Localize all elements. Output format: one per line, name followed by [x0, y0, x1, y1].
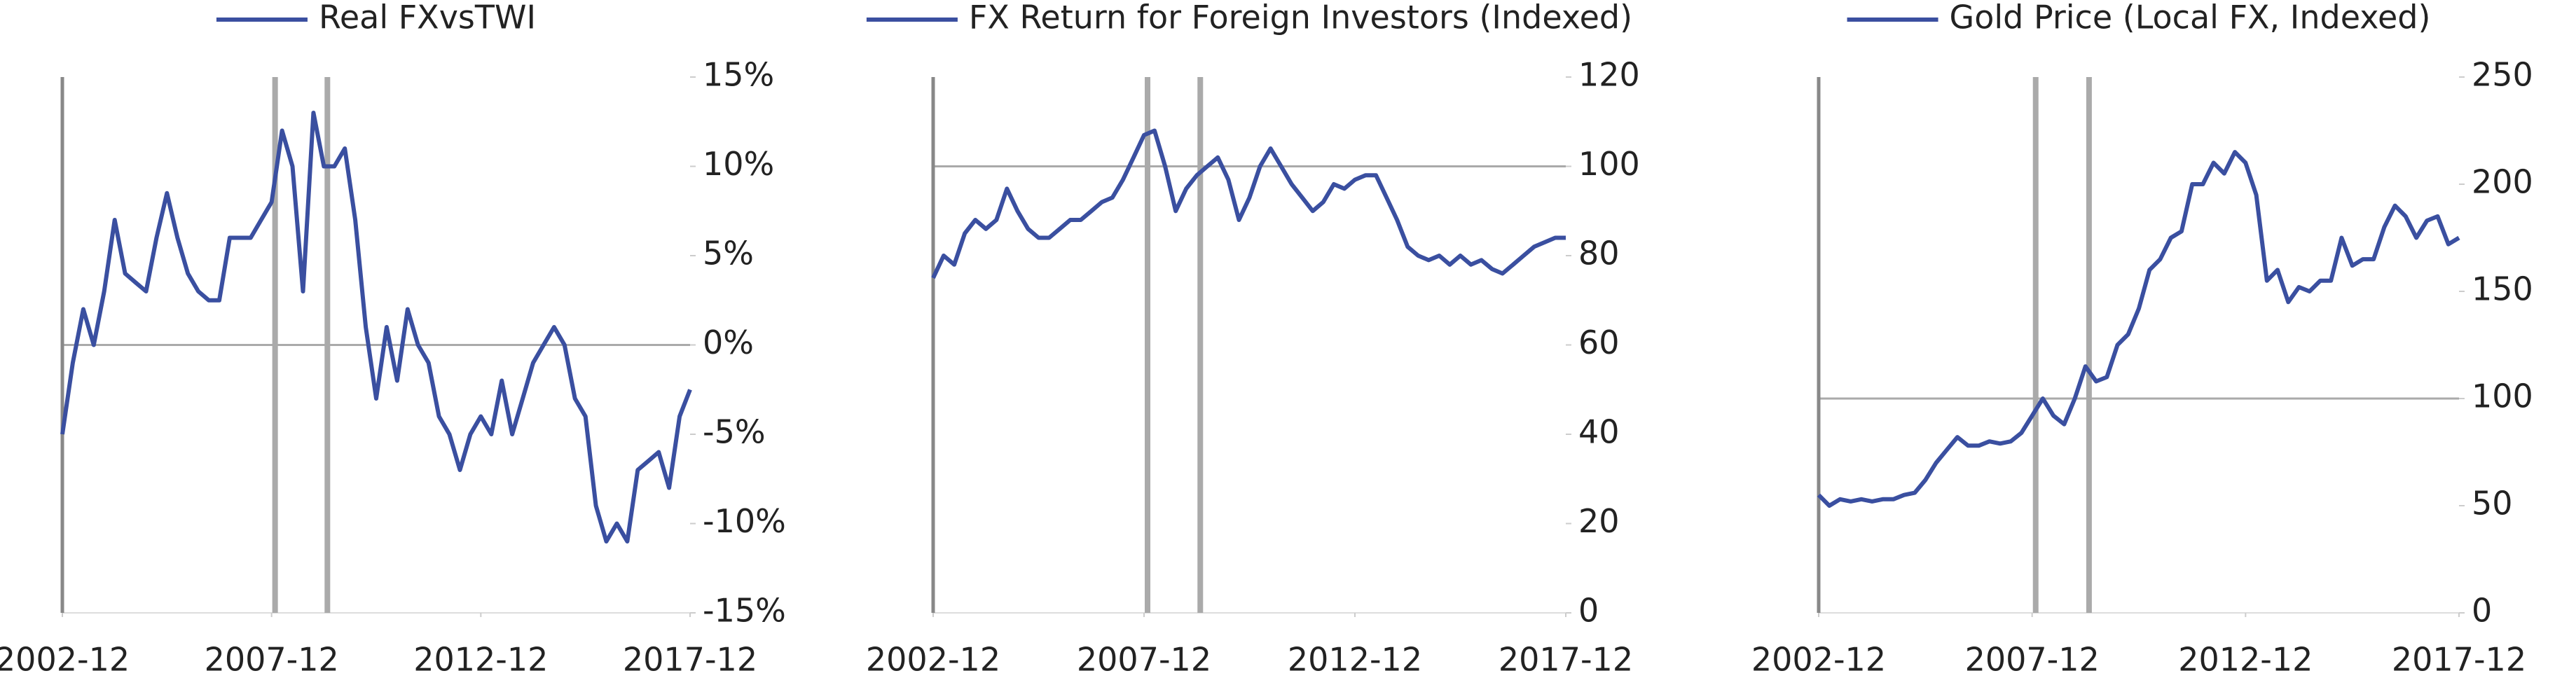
y-tick-label: 0 [2472, 592, 2492, 630]
legend-label: Gold Price (Local FX, Indexed) [1950, 0, 2431, 36]
legend-label: Real FXvsTWI [319, 0, 536, 36]
y-tick-label: 250 [2472, 56, 2533, 94]
y-tick-label: -5% [703, 413, 766, 451]
x-tick-label: 2017-12 [623, 641, 757, 679]
y-tick-label: 50 [2472, 485, 2513, 523]
y-tick-label: 10% [703, 145, 774, 183]
y-tick-label: 20 [1578, 502, 1620, 540]
y-tick-label: -10% [703, 502, 786, 540]
x-tick-label: 2007-12 [1077, 641, 1211, 679]
data-line [931, 128, 1566, 279]
y-tick-label: 150 [2472, 270, 2533, 308]
x-tick-label: 2012-12 [413, 641, 548, 679]
x-tick-label: 2012-12 [2178, 641, 2313, 679]
y-tick-label: 0% [703, 324, 754, 361]
y-tick-label: 120 [1578, 56, 1640, 94]
y-tick-label: 100 [2472, 378, 2533, 415]
x-tick-label: 2007-12 [1965, 641, 2100, 679]
x-tick-label: 2007-12 [205, 641, 339, 679]
x-tick-label: 2002-12 [0, 641, 130, 679]
x-tick-label: 2017-12 [2392, 641, 2526, 679]
x-tick-label: 2017-12 [1499, 641, 1633, 679]
data-line [60, 111, 692, 544]
x-tick-label: 2002-12 [866, 641, 1000, 679]
x-tick-label: 2002-12 [1751, 641, 1886, 679]
y-tick-label: 40 [1578, 413, 1620, 451]
y-tick-label: 100 [1578, 145, 1640, 183]
y-tick-label: 5% [703, 235, 754, 272]
legend-label: FX Return for Foreign Investors (Indexed… [969, 0, 1632, 36]
y-tick-label: 0 [1578, 592, 1599, 630]
y-tick-label: -15% [703, 592, 786, 630]
y-tick-label: 80 [1578, 235, 1620, 272]
y-tick-label: 200 [2472, 163, 2533, 201]
x-tick-label: 2012-12 [1288, 641, 1422, 679]
y-tick-label: 60 [1578, 324, 1620, 361]
y-tick-label: 15% [703, 56, 774, 94]
data-line [1817, 150, 2460, 508]
